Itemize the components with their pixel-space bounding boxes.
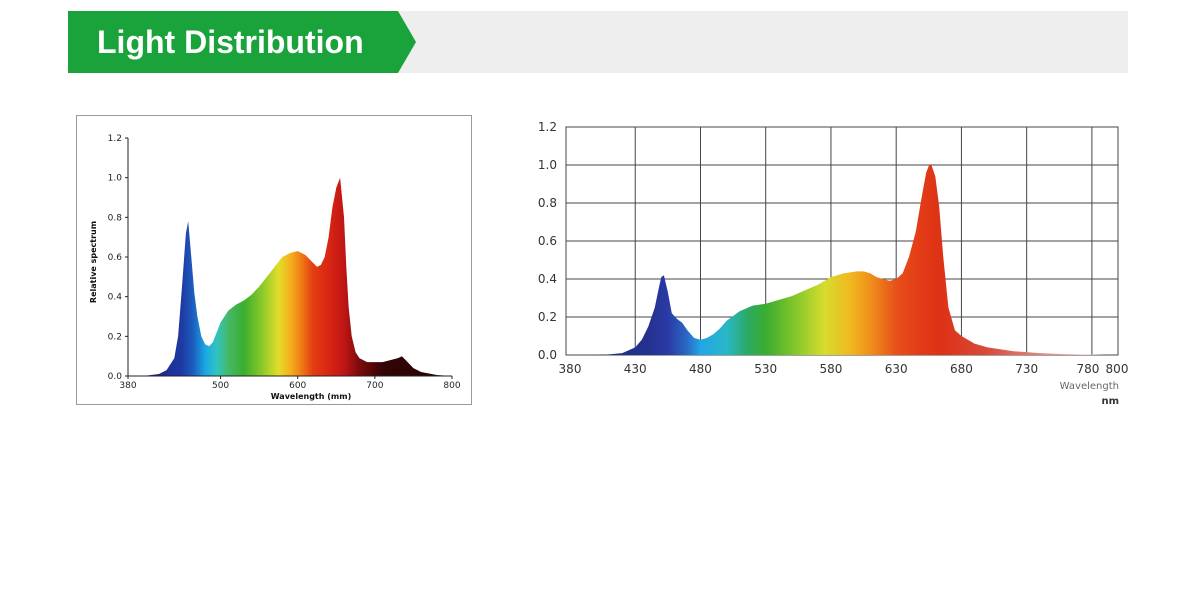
x-tick-label-2: 580 xyxy=(819,362,842,376)
y-tick-label-2: 0.0 xyxy=(538,348,557,362)
x-tick-label-1: 700 xyxy=(366,381,383,391)
y-tick-label-1: 1.2 xyxy=(108,134,122,144)
y-tick-label-2: 0.8 xyxy=(538,196,557,210)
spectrum-area-1 xyxy=(128,177,452,376)
page-title: Light Distribution xyxy=(97,24,364,60)
x-axis-title-2: Wavelength xyxy=(1060,381,1119,392)
x-tick-label-2: 480 xyxy=(689,362,712,376)
y-tick-label-2: 0.4 xyxy=(538,272,557,286)
x-tick-label-2: 730 xyxy=(1015,362,1038,376)
y-axis-title-1: Relative spectrum xyxy=(89,221,98,303)
x-axis-unit-2: nm xyxy=(1101,396,1119,407)
x-tick-label-2: 530 xyxy=(754,362,777,376)
spectrum-area-2 xyxy=(596,165,1105,355)
y-tick-label-1: 0.6 xyxy=(108,253,123,263)
y-tick-label-2: 0.6 xyxy=(538,234,557,248)
y-tick-label-1: 0.4 xyxy=(108,293,123,303)
y-tick-label-2: 1.0 xyxy=(538,158,557,172)
x-tick-label-2: 380 xyxy=(559,362,582,376)
y-tick-label-1: 0.8 xyxy=(108,213,123,223)
x-tick-label-2: 680 xyxy=(950,362,973,376)
x-tick-label-2: 800 xyxy=(1106,362,1129,376)
x-tick-label-1: 380 xyxy=(119,381,136,391)
y-tick-label-2: 1.2 xyxy=(538,120,557,134)
y-tick-label-2: 0.2 xyxy=(538,310,557,324)
x-tick-label-2: 630 xyxy=(885,362,908,376)
y-tick-label-1: 0.2 xyxy=(108,332,122,342)
x-tick-label-2: 780 xyxy=(1076,362,1099,376)
x-tick-label-1: 800 xyxy=(443,381,460,391)
x-tick-label-1: 500 xyxy=(212,381,229,391)
spectrum-chart-1-frame xyxy=(76,115,472,405)
y-tick-label-1: 1.0 xyxy=(108,174,123,184)
x-tick-label-2: 430 xyxy=(624,362,647,376)
header-tab-background xyxy=(68,11,416,73)
x-tick-label-1: 600 xyxy=(289,381,306,391)
y-tick-label-1: 0.0 xyxy=(108,372,123,382)
x-axis-title-1: Wavelength (mm) xyxy=(271,392,351,401)
header-tab xyxy=(68,11,416,73)
